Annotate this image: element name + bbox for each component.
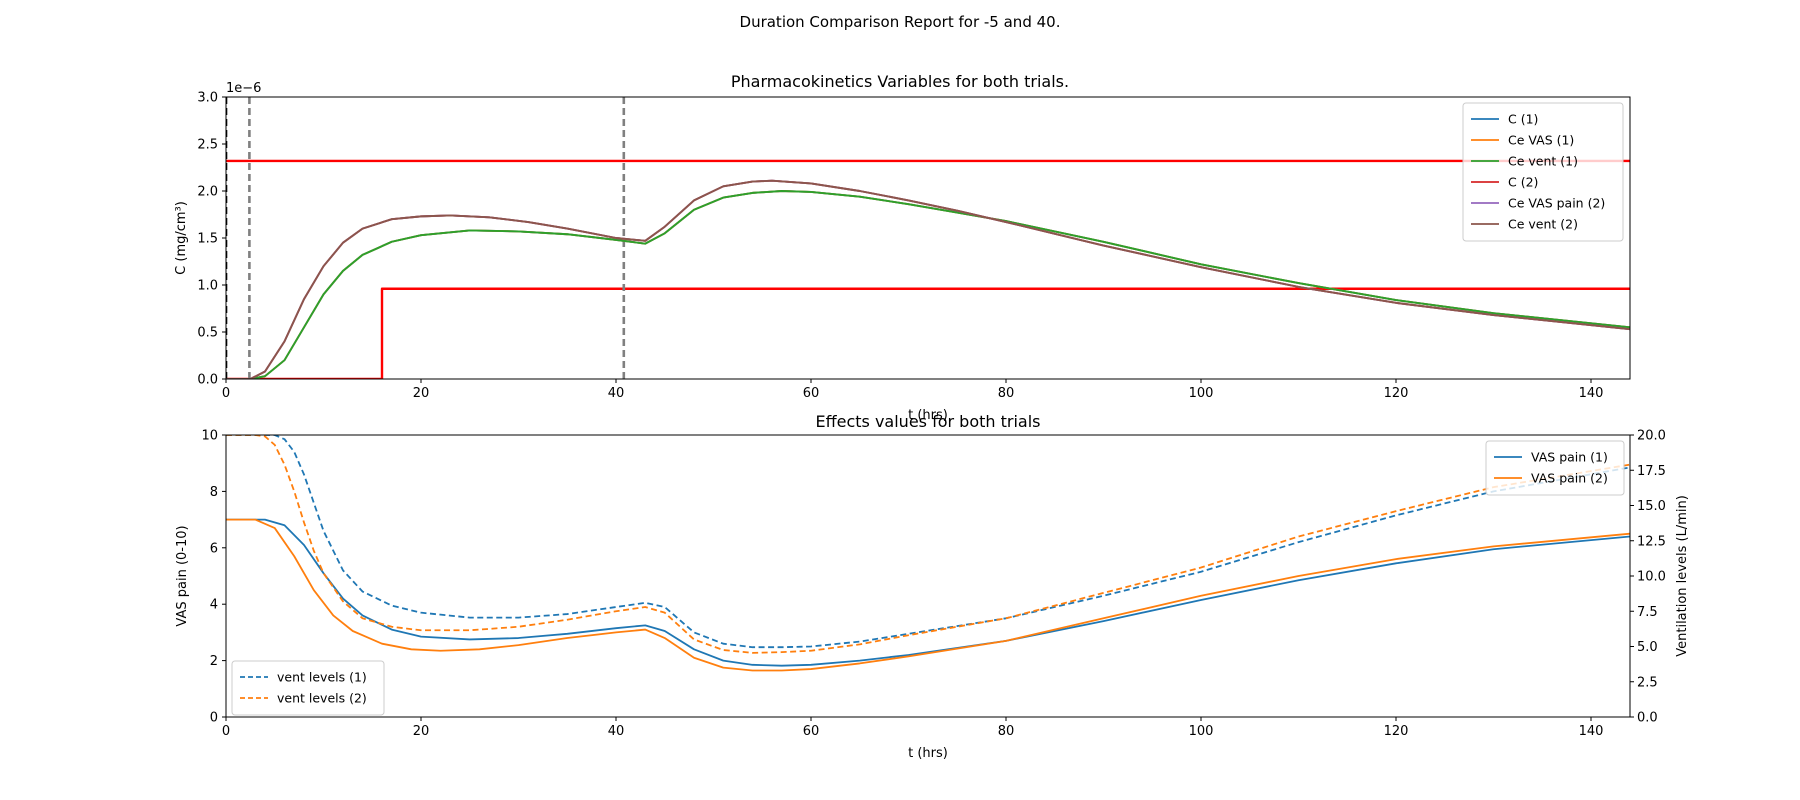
legend-box (1462, 102, 1624, 242)
effects-xtick-label: 60 (803, 724, 820, 739)
pk-xtick-label: 0 (222, 386, 230, 401)
pk-plot-ticks: 0 20 40 60 80 100 120 140 0.0 0.5 1.0 1.5 2.0 2.5 3.0 (197, 91, 1603, 402)
pk-xtick-label: 40 (608, 386, 625, 401)
effects-plot-data-area (226, 435, 1630, 672)
effects-plot-title: Effects values for both trials (815, 412, 1040, 431)
figure-suptitle: Duration Comparison Report for -5 and 40… (740, 13, 1061, 31)
effects-ytick-label: 10 (201, 429, 218, 444)
effects-plot-legend-vas: VAS pain (1) VAS pain (2) (1485, 440, 1625, 496)
effects-plot: Effects values for both trials 0 20 40 60 80… (175, 412, 1690, 761)
pk-xtick-label: 60 (803, 386, 820, 401)
pk-series-4 (226, 179, 1630, 379)
legend-label: Ce VAS (1) (1508, 133, 1574, 148)
legend-box (231, 660, 385, 716)
legend-label: Ce vent (2) (1508, 217, 1578, 232)
pk-plot: Pharmacokinetics Variables for both tria… (174, 72, 1631, 423)
effects-xtick-label: 40 (608, 724, 625, 739)
effects-series-1 (226, 518, 1630, 667)
effects-plot-legend-vent: vent levels (1) vent levels (2) (231, 660, 385, 716)
effects-plot-ticks: 0 20 40 60 80 100 120 140 0 2 4 6 8 10 0.0 2.5 5.0 7.5 10.… (201, 429, 1666, 740)
legend-label: vent levels (2) (277, 691, 367, 706)
pk-xtick-label: 20 (413, 386, 430, 401)
effects-y2tick-label: 15.0 (1637, 499, 1666, 514)
effects-series-2 (226, 518, 1630, 672)
pk-ytick-label: 1.0 (197, 279, 218, 294)
legend-box (1485, 440, 1625, 496)
pk-xtick-label: 100 (1189, 386, 1214, 401)
pk-xtick-label: 120 (1384, 386, 1409, 401)
legend-label: C (1) (1508, 112, 1538, 127)
effects-ytick-label: 6 (210, 541, 218, 556)
legend-label: Ce VAS pain (2) (1508, 196, 1605, 211)
pk-ytick-label: 2.0 (197, 185, 218, 200)
effects-xtick-label: 120 (1384, 724, 1409, 739)
pk-xtick-label: 140 (1579, 386, 1604, 401)
pk-ytick-label: 1.5 (197, 232, 218, 247)
legend-label: C (2) (1508, 175, 1538, 190)
pk-series-5 (226, 179, 1630, 379)
pk-series-3 (226, 190, 1630, 379)
pk-plot-legend: C (1) Ce VAS (1) Ce vent (1) C (2) Ce VAS pa… (1462, 102, 1624, 242)
pk-plot-xlabel: t (hrs) (908, 408, 948, 423)
effects-xtick-label: 0 (222, 724, 230, 739)
pk-plot-data-area (226, 97, 1630, 379)
pk-plot-ylabel: C (mg/cm³) (174, 201, 189, 275)
effects-plot-ylabel: VAS pain (0-10) (175, 525, 190, 626)
effects-y2tick-label: 10.0 (1637, 570, 1666, 585)
effects-y2tick-label: 12.5 (1637, 534, 1666, 549)
effects-ytick-label: 4 (210, 598, 218, 613)
effects-series-3 (226, 435, 1630, 649)
effects-y2tick-label: 20.0 (1637, 429, 1666, 444)
legend-label: VAS pain (1) (1531, 450, 1608, 465)
effects-plot-frame (225, 434, 1631, 718)
pk-plot-frame (225, 96, 1631, 380)
effects-xtick-label: 140 (1579, 724, 1604, 739)
legend-label: VAS pain (2) (1531, 471, 1608, 486)
pk-plot-title: Pharmacokinetics Variables for both tria… (731, 72, 1069, 91)
pk-ytick-label: 2.5 (197, 138, 218, 153)
effects-plot-y2label: Ventilation levels (L/min) (1675, 495, 1690, 657)
effects-y2tick-label: 5.0 (1637, 640, 1658, 655)
legend-label: vent levels (1) (277, 670, 367, 685)
effects-y2tick-label: 17.5 (1637, 464, 1666, 479)
pk-series-2 (226, 190, 1630, 379)
effects-ytick-label: 8 (210, 485, 218, 500)
effects-plot-xlabel: t (hrs) (908, 746, 948, 761)
effects-series-4 (226, 435, 1630, 654)
pk-ytick-label: 0.5 (197, 326, 218, 341)
effects-ytick-label: 0 (210, 711, 218, 726)
pk-xtick-label: 80 (998, 386, 1015, 401)
effects-xtick-label: 20 (413, 724, 430, 739)
pk-ytick-label: 3.0 (197, 91, 218, 106)
pk-threshold-line (226, 287, 1630, 379)
pk-plot-offset-text: 1e−6 (226, 81, 261, 96)
legend-label: Ce vent (1) (1508, 154, 1578, 169)
effects-xtick-label: 100 (1189, 724, 1214, 739)
pk-ytick-label: 0.0 (197, 373, 218, 388)
effects-y2tick-label: 0.0 (1637, 711, 1658, 726)
effects-y2tick-label: 2.5 (1637, 675, 1658, 690)
effects-xtick-label: 80 (998, 724, 1015, 739)
pk-series-1 (226, 190, 1630, 379)
pk-series-6 (226, 179, 1630, 379)
effects-ytick-label: 2 (210, 654, 218, 669)
effects-y2tick-label: 7.5 (1637, 605, 1658, 620)
